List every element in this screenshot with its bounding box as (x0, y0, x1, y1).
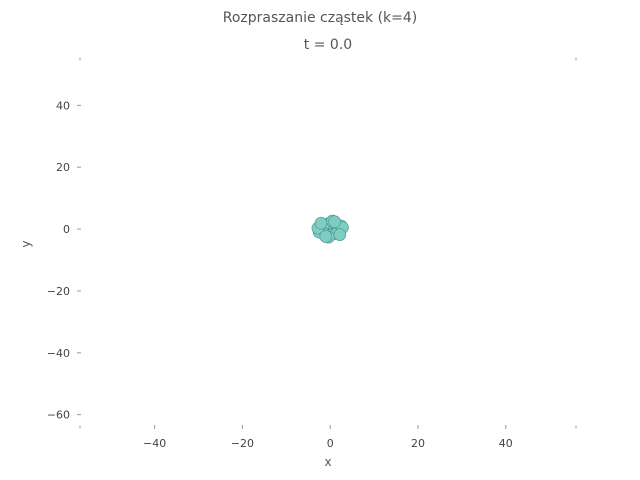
y-tick-label: −20 (47, 285, 70, 298)
y-tick-label: 20 (56, 161, 70, 174)
particle-point (314, 216, 328, 230)
x-axis-label: x (324, 455, 331, 469)
x-tick-label: 20 (411, 437, 425, 450)
y-tick-label: −40 (47, 347, 70, 360)
corner-ticks (79, 57, 577, 429)
y-axis-label: y (19, 240, 33, 247)
x-tick-label: −20 (231, 437, 254, 450)
y-tick-label: −60 (47, 409, 70, 422)
chart-subtitle: t = 0.0 (304, 37, 352, 53)
x-tick-label: −40 (143, 437, 166, 450)
y-axis-ticks: 40 20 0 −20 −40 −60 (47, 99, 81, 422)
chart-title: Rozpraszanie cząstek (k=4) (223, 10, 418, 26)
x-axis-ticks: −40 −20 0 20 40 (143, 425, 513, 450)
particle-point (333, 228, 347, 241)
particle-point (319, 230, 333, 243)
x-tick-label: 0 (327, 437, 334, 450)
particle-points (311, 214, 349, 244)
x-tick-label: 40 (499, 437, 513, 450)
y-tick-label: 40 (56, 99, 70, 112)
particle-point (328, 215, 341, 228)
y-tick-label: 0 (63, 223, 70, 236)
